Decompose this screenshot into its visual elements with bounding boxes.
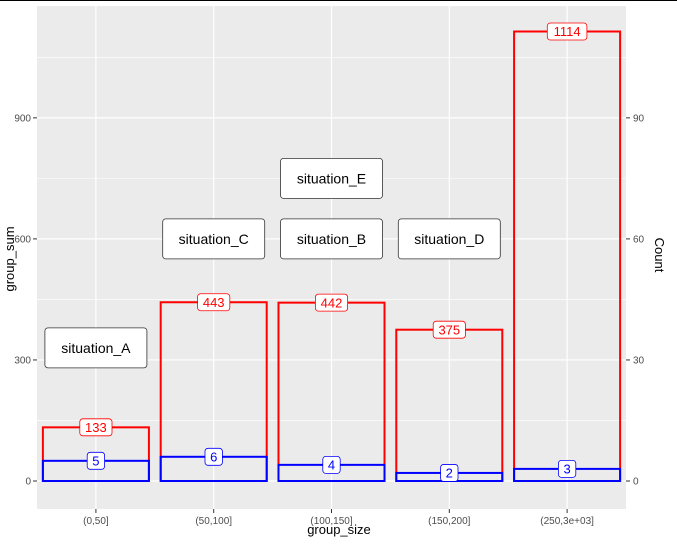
value-label: 4	[328, 457, 335, 472]
x-tick-label: (250,3e+03]	[540, 516, 594, 527]
value-label: 443	[203, 295, 225, 310]
value-label-box	[558, 459, 577, 478]
x-axis: (0,50] (50,100] (100,150] (150,200] (250,3e+…	[83, 509, 594, 527]
annotation-box	[280, 218, 383, 260]
annotation-box	[397, 218, 501, 260]
value-label-box	[440, 464, 459, 482]
value-label-box	[546, 22, 588, 41]
y-tick-label: 300	[14, 355, 31, 366]
value-label: 6	[210, 449, 217, 464]
annotation-label: situation_A	[61, 340, 131, 356]
annotation-box	[44, 327, 148, 369]
y-axis-left: 0 300 600 900	[14, 113, 37, 488]
value-label: 442	[321, 295, 343, 310]
situation-annotations: situation_A situation_C situation_B situati…	[44, 157, 501, 369]
y2-tick-label: 90	[633, 113, 645, 124]
value-label-box	[322, 455, 341, 474]
annotation-label: situation_D	[414, 231, 484, 247]
y-tick-label: 0	[25, 477, 31, 488]
annotation-label: situation_B	[297, 231, 366, 247]
value-label: 133	[85, 420, 107, 435]
y-tick-label: 900	[14, 113, 31, 124]
value-label: 3	[563, 461, 570, 476]
y-axis-title: group_sum	[2, 226, 17, 291]
value-label-box	[79, 418, 113, 437]
y-axis-right: 0 30 60 90	[626, 113, 645, 488]
value-label-box	[432, 320, 466, 339]
value-label: 2	[446, 466, 453, 481]
value-label-box	[86, 451, 105, 470]
bars: 133 443 442 375 1114 5 6 4 2 3	[41, 22, 622, 483]
value-label: 1114	[554, 24, 581, 39]
annotation-box	[280, 157, 383, 199]
x-tick-label: (150,200]	[428, 516, 470, 527]
annotation-box	[162, 218, 266, 260]
value-label-box	[197, 293, 231, 312]
x-tick-label: (0,50]	[83, 516, 109, 527]
y2-tick-label: 30	[633, 355, 645, 366]
y2-tick-label: 0	[633, 477, 639, 488]
x-axis-title: group_size	[307, 522, 371, 537]
y2-tick-label: 60	[633, 234, 645, 245]
value-label: 5	[92, 453, 99, 468]
value-label-box	[204, 447, 223, 466]
annotation-label: situation_E	[297, 170, 366, 186]
value-label: 375	[438, 322, 460, 337]
x-tick-label: (100,150]	[310, 516, 352, 527]
annotation-label: situation_C	[179, 231, 249, 247]
y-tick-label: 600	[14, 234, 31, 245]
y2-axis-title: Count	[652, 238, 667, 273]
value-label-box	[314, 293, 348, 312]
x-tick-label: (50,100]	[195, 516, 232, 527]
